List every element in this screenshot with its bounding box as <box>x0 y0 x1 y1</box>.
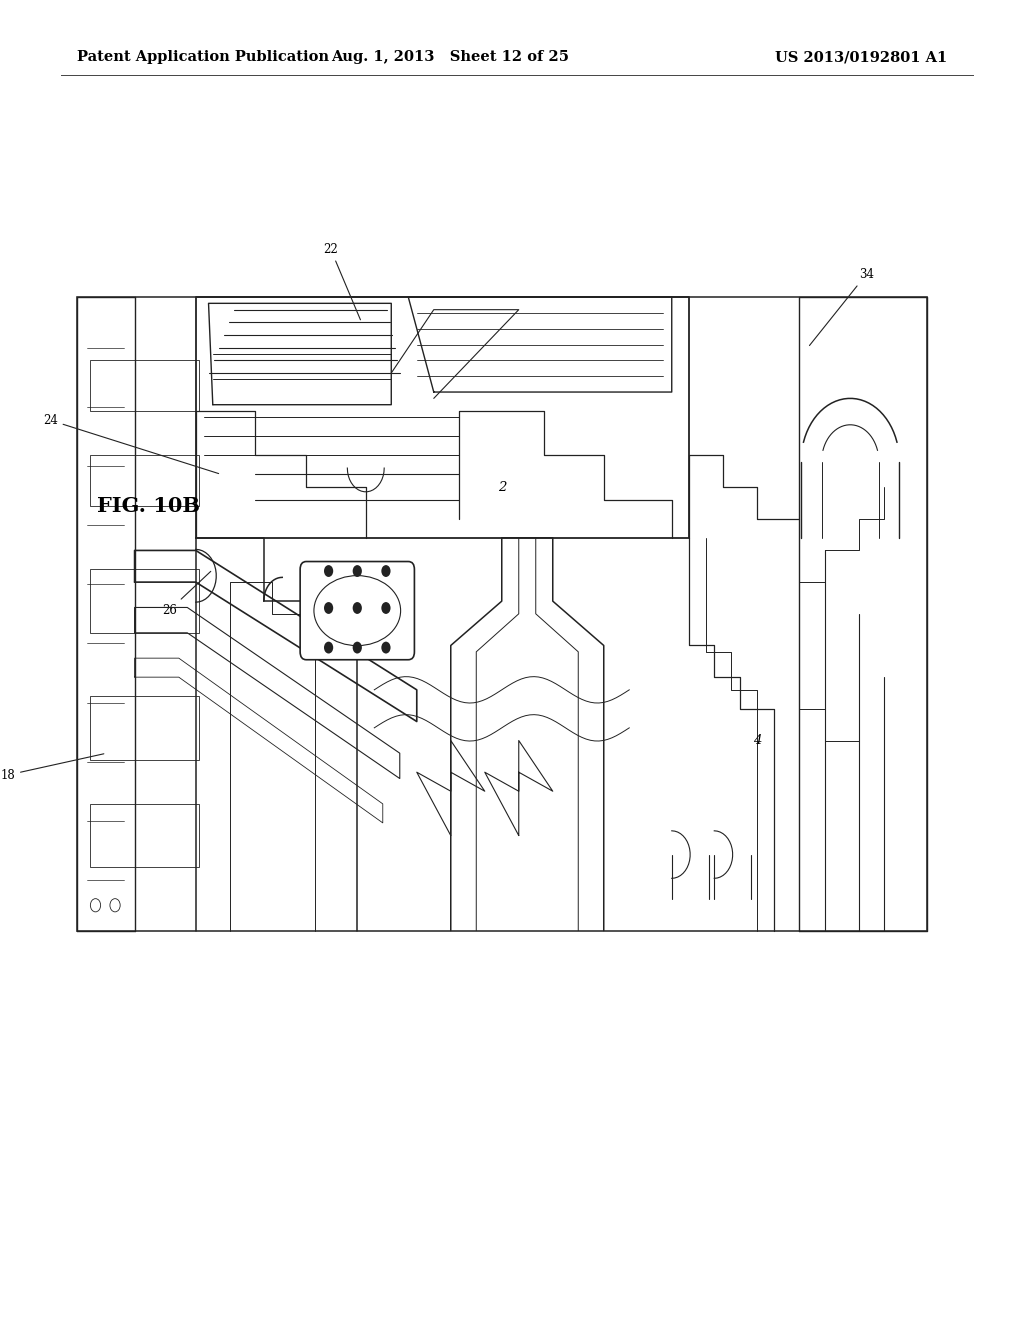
Text: Patent Application Publication: Patent Application Publication <box>77 50 329 65</box>
Circle shape <box>324 642 333 653</box>
Text: 2: 2 <box>498 480 506 494</box>
Circle shape <box>324 602 333 614</box>
Bar <box>89 696 199 759</box>
Text: Aug. 1, 2013   Sheet 12 of 25: Aug. 1, 2013 Sheet 12 of 25 <box>332 50 569 65</box>
Bar <box>89 804 199 867</box>
Circle shape <box>381 565 390 577</box>
Text: 18: 18 <box>0 754 103 781</box>
Bar <box>89 569 199 632</box>
FancyBboxPatch shape <box>300 561 415 660</box>
Circle shape <box>324 565 333 577</box>
Text: FIG. 10B: FIG. 10B <box>97 495 201 516</box>
Text: 34: 34 <box>809 268 873 346</box>
Circle shape <box>381 642 390 653</box>
Text: US 2013/0192801 A1: US 2013/0192801 A1 <box>775 50 947 65</box>
Text: 24: 24 <box>43 413 219 474</box>
Circle shape <box>352 642 361 653</box>
Circle shape <box>352 602 361 614</box>
Circle shape <box>352 565 361 577</box>
Bar <box>89 455 199 506</box>
Text: 26: 26 <box>162 572 211 616</box>
Text: 22: 22 <box>324 243 360 319</box>
Bar <box>77 297 927 931</box>
Text: 4: 4 <box>753 734 761 747</box>
Circle shape <box>381 602 390 614</box>
Bar <box>89 360 199 411</box>
